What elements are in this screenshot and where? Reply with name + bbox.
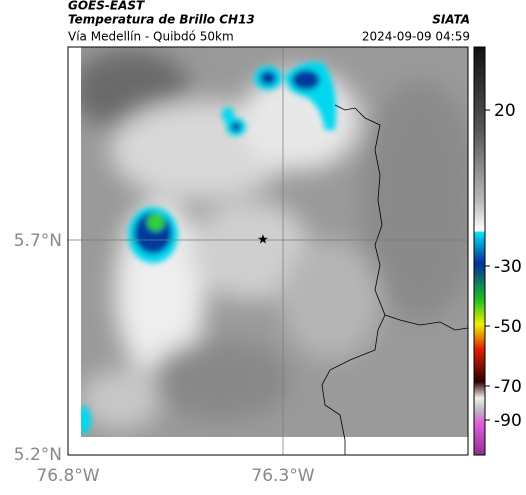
timestamp: 2024-09-09 04:59: [362, 30, 470, 44]
svg-text:★: ★: [257, 233, 269, 248]
satellite-image: ★: [68, 47, 468, 455]
colorbar-label: -50: [494, 317, 522, 337]
lon-label: 76.3°W: [251, 466, 314, 486]
lat-label: 5.7°N: [14, 231, 62, 251]
colorbar-label: -70: [494, 377, 522, 397]
colorbar-label: 20: [494, 101, 516, 121]
lon-label: 76.8°W: [36, 466, 99, 486]
satellite: GOES-EAST: [68, 0, 145, 13]
route: Vía Medellín - Quibdó 50km: [68, 30, 234, 44]
agency: SIATA: [432, 13, 470, 27]
colorbar-label: -90: [494, 411, 522, 431]
colorbar-label: -30: [494, 257, 522, 277]
lat-label: 5.2°N: [14, 445, 62, 465]
colorbar: [473, 46, 486, 456]
product: Temperatura de Brillo CH13: [68, 13, 255, 27]
